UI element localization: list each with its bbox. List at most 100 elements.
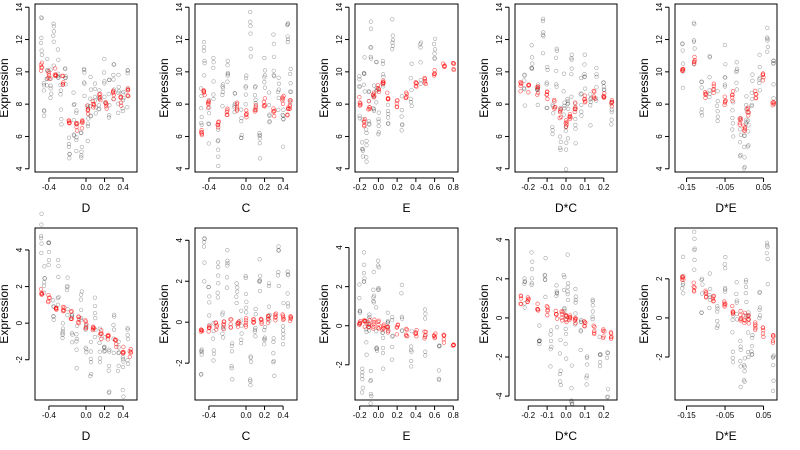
data-point-red [431, 333, 437, 338]
data-point-black [111, 322, 116, 328]
data-point-black [266, 90, 272, 95]
data-point-black [88, 74, 93, 80]
data-point-black [358, 308, 363, 313]
data-point-black [74, 110, 79, 115]
data-point-black [271, 339, 276, 344]
data-point-black [267, 113, 272, 118]
data-point-black [97, 106, 102, 111]
data-point-black [522, 281, 527, 286]
data-point-red [423, 81, 428, 87]
data-point-black [371, 107, 377, 112]
data-point-black [371, 293, 377, 298]
data-point-black [399, 291, 404, 296]
data-point-black [530, 259, 535, 264]
data-point-red [609, 99, 614, 105]
data-point-black [257, 288, 262, 294]
data-point-black [211, 60, 216, 65]
data-point-red [199, 328, 205, 333]
data-point-black [85, 121, 90, 126]
y-tick-label: 12 [495, 35, 504, 44]
data-point-black [741, 378, 746, 383]
data-point-red [53, 73, 59, 78]
data-point-black [287, 71, 293, 77]
data-point-black [730, 349, 735, 354]
data-point-black [551, 111, 556, 116]
data-point-black [281, 117, 286, 122]
data-point-black [106, 390, 112, 395]
data-point-black [50, 298, 56, 303]
data-point-black [558, 147, 563, 152]
data-point-red [518, 89, 523, 94]
data-point-black [569, 363, 574, 368]
data-point-black [390, 334, 395, 339]
data-point-black [82, 93, 87, 99]
data-point-black [257, 278, 262, 283]
data-point-black [92, 295, 97, 300]
data-point-black [48, 95, 53, 100]
data-point-red [404, 327, 410, 332]
data-point-black [221, 86, 226, 91]
data-point-red [608, 336, 614, 341]
data-point-black [385, 320, 390, 325]
data-point-black [605, 350, 610, 356]
data-point-black [381, 335, 386, 340]
data-point-black [202, 58, 207, 64]
data-point-red [372, 317, 377, 322]
data-point-red [375, 82, 381, 88]
data-point-red [381, 322, 386, 327]
data-point-black [262, 68, 267, 73]
data-point-red [582, 319, 587, 324]
data-point-black [707, 292, 712, 298]
data-point-red [414, 328, 419, 333]
data-point-black [707, 88, 712, 93]
data-point-red [262, 104, 267, 109]
data-point-black [70, 340, 75, 345]
data-point-black [225, 73, 230, 78]
data-point-black [557, 134, 563, 139]
data-point-black [232, 91, 237, 96]
data-point-black [757, 52, 762, 57]
y-tick-label: 4 [495, 166, 504, 171]
x-tick-label: 0.4 [410, 411, 422, 420]
data-point-red [216, 125, 221, 130]
data-point-red [567, 114, 572, 120]
data-point-red [367, 106, 372, 112]
data-point-red [243, 324, 249, 329]
data-point-red [535, 85, 541, 90]
data-point-black [366, 119, 371, 124]
data-point-red [394, 325, 399, 330]
data-point-red [771, 333, 776, 338]
data-point-black [276, 283, 281, 289]
data-point-black [562, 100, 567, 105]
data-point-black [376, 110, 381, 115]
data-point-black [707, 305, 712, 311]
data-point-black [51, 21, 56, 26]
data-point-black [381, 74, 386, 79]
data-point-black [364, 155, 369, 160]
data-point-black [573, 141, 578, 146]
data-point-red [545, 313, 550, 318]
data-point-black [563, 331, 569, 337]
data-point-black [71, 132, 76, 137]
data-point-black [230, 377, 235, 382]
data-point-black [368, 378, 374, 383]
data-point-red [730, 303, 735, 309]
data-point-black [605, 387, 611, 392]
data-point-black [116, 101, 121, 106]
data-point-black [400, 122, 405, 128]
data-point-black [82, 66, 87, 72]
data-point-red [121, 344, 126, 350]
data-point-black [111, 62, 116, 67]
data-point-black [734, 311, 739, 317]
data-point-black [757, 313, 763, 318]
data-point-black [216, 154, 221, 159]
data-point-black [72, 102, 77, 107]
data-point-black [562, 305, 567, 311]
data-point-black [549, 328, 554, 333]
data-point-black [257, 141, 262, 146]
data-point-black [357, 282, 362, 287]
data-point-black [380, 350, 386, 356]
data-point-red [271, 106, 276, 111]
y-tick-label: 2 [495, 276, 504, 281]
data-point-black [361, 70, 367, 76]
